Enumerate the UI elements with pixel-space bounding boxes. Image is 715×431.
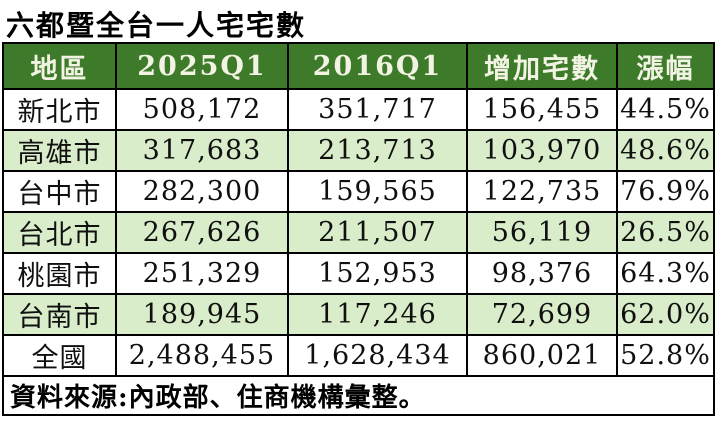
value-cell: 267,626: [115, 211, 289, 254]
region-cell: 桃園市: [2, 252, 117, 295]
column-header-increase: 增加宅數: [466, 42, 618, 90]
housing-units-table: 地區 2025Q1 2016Q1 增加宅數 漲幅 新北市 508,172 351…: [2, 42, 715, 416]
region-cell: 台北市: [2, 211, 117, 254]
value-cell: 189,945: [115, 293, 289, 336]
table-row: 台中市 282,300 159,565 122,735 76.9%: [2, 170, 715, 213]
source-note-row: 資料來源:內政部、住商機構彙整。: [2, 375, 715, 416]
value-cell: 156,455: [466, 88, 618, 131]
column-header-region: 地區: [2, 42, 117, 90]
value-cell: 72,699: [466, 293, 618, 336]
percent-cell: 44.5%: [616, 88, 715, 131]
region-cell: 高雄市: [2, 129, 117, 172]
value-cell: 251,329: [115, 252, 289, 295]
percent-cell: 76.9%: [616, 170, 715, 213]
value-cell: 152,953: [287, 252, 468, 295]
column-header-growth: 漲幅: [616, 42, 715, 90]
percent-cell: 26.5%: [616, 211, 715, 254]
value-cell: 2,488,455: [115, 334, 289, 377]
page-title: 六都暨全台一人宅宅數: [6, 9, 307, 42]
source-note: 資料來源:內政部、住商機構彙整。: [2, 375, 715, 416]
value-cell: 117,246: [287, 293, 468, 336]
value-cell: 122,735: [466, 170, 618, 213]
column-header-2025q1: 2025Q1: [115, 42, 289, 90]
region-cell: 台中市: [2, 170, 117, 213]
value-cell: 103,970: [466, 129, 618, 172]
percent-cell: 62.0%: [616, 293, 715, 336]
table-header-row: 地區 2025Q1 2016Q1 增加宅數 漲幅: [2, 42, 715, 90]
percent-cell: 52.8%: [616, 334, 715, 377]
value-cell: 159,565: [287, 170, 468, 213]
region-cell: 全國: [2, 334, 117, 377]
region-cell: 台南市: [2, 293, 117, 336]
value-cell: 351,717: [287, 88, 468, 131]
table-row: 新北市 508,172 351,717 156,455 44.5%: [2, 88, 715, 131]
percent-cell: 64.3%: [616, 252, 715, 295]
value-cell: 98,376: [466, 252, 618, 295]
value-cell: 508,172: [115, 88, 289, 131]
percent-cell: 48.6%: [616, 129, 715, 172]
table-row: 桃園市 251,329 152,953 98,376 64.3%: [2, 252, 715, 295]
table-row: 台北市 267,626 211,507 56,119 26.5%: [2, 211, 715, 254]
value-cell: 1,628,434: [287, 334, 468, 377]
value-cell: 282,300: [115, 170, 289, 213]
column-header-2016q1: 2016Q1: [287, 42, 468, 90]
value-cell: 317,683: [115, 129, 289, 172]
value-cell: 213,713: [287, 129, 468, 172]
value-cell: 56,119: [466, 211, 618, 254]
value-cell: 211,507: [287, 211, 468, 254]
value-cell: 860,021: [466, 334, 618, 377]
region-cell: 新北市: [2, 88, 117, 131]
table-row-total: 全國 2,488,455 1,628,434 860,021 52.8%: [2, 334, 715, 377]
table-row: 台南市 189,945 117,246 72,699 62.0%: [2, 293, 715, 336]
table-row: 高雄市 317,683 213,713 103,970 48.6%: [2, 129, 715, 172]
